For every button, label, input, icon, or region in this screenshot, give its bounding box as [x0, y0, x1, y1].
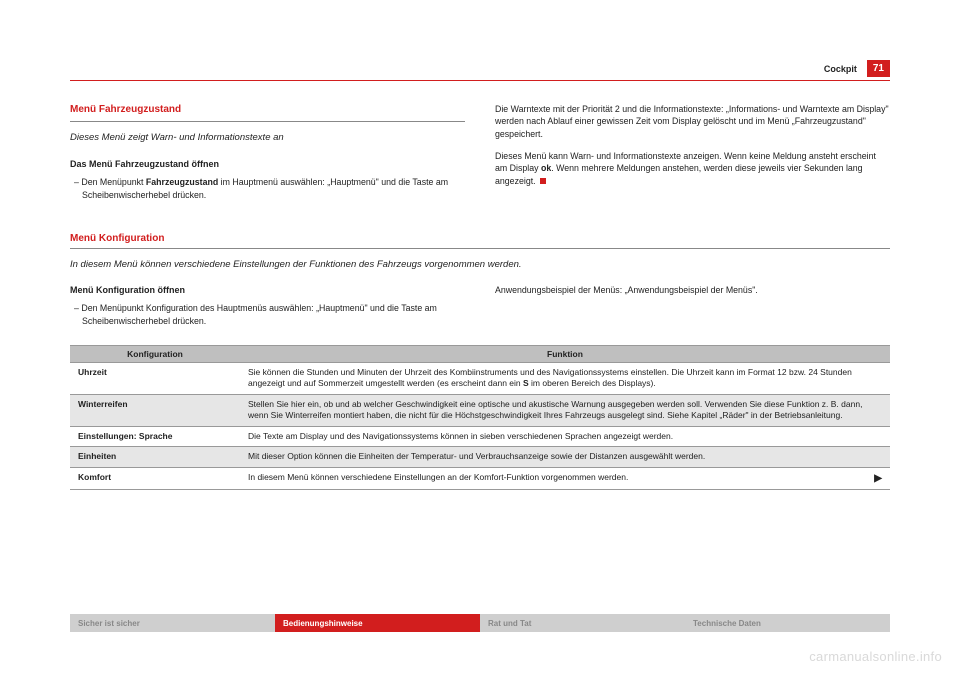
section2-step: – Den Menüpunkt Konfiguration des Hauptm…: [70, 302, 465, 327]
v4: In diesem Menü können verschiedene Einst…: [248, 472, 628, 482]
footer-tab-rat[interactable]: Rat und Tat: [480, 614, 685, 632]
section-fahrzeugzustand: Menü Fahrzeugzustand Dieses Menü zeigt W…: [70, 103, 890, 211]
section2-columns: Menü Konfiguration öffnen – Den Menüpunk…: [70, 284, 890, 337]
cfg-key: Winterreifen: [70, 394, 240, 426]
end-square-icon: [540, 178, 546, 184]
section-konfiguration: Menü Konfiguration In diesem Menü können…: [70, 233, 890, 490]
section1-intro: Dieses Menü zeigt Warn- und Informations…: [70, 132, 465, 145]
section1-right-p2: Dieses Menü kann Warn- und Informationst…: [495, 150, 890, 187]
section1-subheading: Das Menü Fahrzeugzustand öffnen: [70, 158, 465, 170]
cfg-value: Mit dieser Option können die Einheiten d…: [240, 447, 890, 467]
page-container: Cockpit 71 Menü Fahrzeugzustand Dieses M…: [0, 0, 960, 678]
watermark-text: carmanualsonline.info: [809, 649, 942, 664]
section1-step: – Den Menüpunkt Fahrzeugzustand im Haupt…: [70, 176, 465, 201]
section2-left-column: Menü Konfiguration öffnen – Den Menüpunk…: [70, 284, 465, 337]
section2-divider: [70, 248, 890, 249]
cfg-key: Einheiten: [70, 447, 240, 467]
header-divider: [70, 80, 890, 81]
p2-bold: ok: [541, 163, 551, 173]
section2-intro: In diesem Menü können verschiedene Einst…: [70, 259, 890, 270]
step1-bold: Fahrzeugzustand: [146, 177, 218, 187]
header-section-title: Cockpit: [824, 64, 857, 74]
section1-right-column: Die Warntexte mit der Priorität 2 und di…: [495, 103, 890, 211]
p2b: . Wenn mehrere Meldungen anstehen, werde…: [495, 163, 863, 185]
section1-divider: [70, 121, 465, 122]
table-row: Einstellungen: Sprache Die Texte am Disp…: [70, 426, 890, 446]
content-area: Menü Fahrzeugzustand Dieses Menü zeigt W…: [70, 103, 890, 490]
cfg-value: Die Texte am Display und des Navigations…: [240, 426, 890, 446]
v0b: im oberen Bereich des Displays).: [529, 378, 656, 388]
table-row: Komfort In diesem Menü können verschiede…: [70, 467, 890, 490]
cfg-key: Uhrzeit: [70, 362, 240, 394]
page-header: Cockpit 71: [70, 60, 890, 77]
table-row: Einheiten Mit dieser Option können die E…: [70, 447, 890, 467]
cfg-key: Komfort: [70, 467, 240, 490]
section2-right-p1: Anwendungsbeispiel der Menüs: „Anwendung…: [495, 284, 890, 296]
section-spacer: [70, 211, 890, 233]
table-header-row: Konfiguration Funktion: [70, 345, 890, 362]
section1-left-column: Menü Fahrzeugzustand Dieses Menü zeigt W…: [70, 103, 465, 211]
configuration-table: Konfiguration Funktion Uhrzeit Sie könne…: [70, 345, 890, 490]
cfg-value: In diesem Menü können verschiedene Einst…: [240, 467, 890, 490]
section2-right-column: Anwendungsbeispiel der Menüs: „Anwendung…: [495, 284, 890, 337]
footer-tab-sicher[interactable]: Sicher ist sicher: [70, 614, 275, 632]
table-header-col2: Funktion: [240, 345, 890, 362]
footer-tab-technische[interactable]: Technische Daten: [685, 614, 890, 632]
section2-heading: Menü Konfiguration: [70, 233, 890, 244]
section2-subheading: Menü Konfiguration öffnen: [70, 284, 465, 296]
section1-heading: Menü Fahrzeugzustand: [70, 103, 465, 117]
cfg-value: Stellen Sie hier ein, ob und ab welcher …: [240, 394, 890, 426]
footer-tabs: Sicher ist sicher Bedienungshinweise Rat…: [70, 614, 890, 632]
continue-arrow-icon: ▶: [874, 472, 882, 486]
table-row: Winterreifen Stellen Sie hier ein, ob un…: [70, 394, 890, 426]
page-number-badge: 71: [867, 60, 890, 77]
table-header-col1: Konfiguration: [70, 345, 240, 362]
cfg-value: Sie können die Stunden und Minuten der U…: [240, 362, 890, 394]
table-row: Uhrzeit Sie können die Stunden und Minut…: [70, 362, 890, 394]
footer-tab-bedienung[interactable]: Bedienungshinweise: [275, 614, 480, 632]
step1-prefix: – Den Menüpunkt: [74, 177, 146, 187]
section1-right-p1: Die Warntexte mit der Priorität 2 und di…: [495, 103, 890, 140]
cfg-key: Einstellungen: Sprache: [70, 426, 240, 446]
